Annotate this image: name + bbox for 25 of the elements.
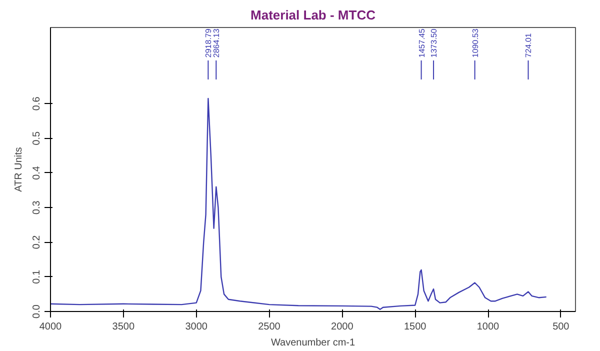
ref-line-label: 1457.45 [417, 28, 426, 58]
y-tick-label: 0.0 [32, 304, 42, 318]
x-tick-label: 4000 [39, 322, 62, 332]
y-tick-label: 0.4 [32, 166, 42, 180]
y-tick-label: 0.1 [32, 269, 42, 284]
x-axis-title: Wavenumber cm-1 [270, 338, 356, 348]
x-tick-label: 2000 [331, 322, 354, 332]
x-tick-label: 1500 [404, 322, 427, 332]
x-tick-label: 500 [552, 322, 570, 332]
ref-line-label: 1090.53 [470, 28, 480, 58]
x-tick-label: 1000 [476, 322, 500, 332]
ref-line-label: 2918.79 [204, 28, 214, 58]
x-tick-label: 2500 [258, 322, 281, 332]
y-tick-label: 0.3 [32, 200, 42, 215]
y-tick-label: 0.6 [32, 96, 42, 111]
y-axis-title: ATR Units [14, 147, 24, 192]
ref-line-label: 1373.50 [430, 28, 439, 58]
ref-line-label: 724.01 [524, 32, 534, 58]
y-tick-label: 0.5 [32, 130, 42, 146]
x-tick-label: 3500 [112, 322, 135, 332]
chart-title: Material Lab - MTCC [250, 8, 376, 22]
line-series [50, 98, 547, 310]
y-tick-label: 0.2 [32, 234, 42, 250]
ref-line-label: 2864.13 [212, 28, 222, 58]
x-tick-label: 3000 [185, 322, 208, 332]
